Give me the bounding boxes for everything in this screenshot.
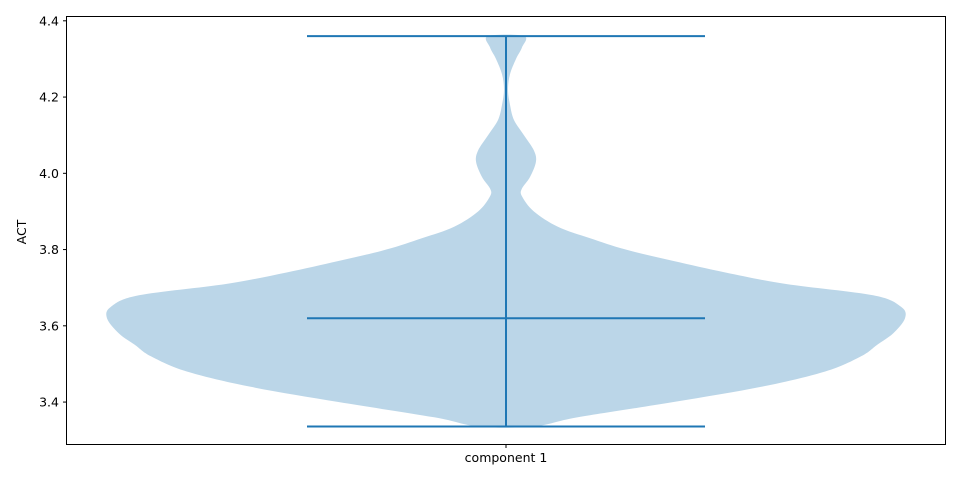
y-tick-label: 3.8 [39,242,59,257]
y-axis: 3.4 3.6 3.8 4.0 4.2 4.4 [39,13,67,410]
y-tick-label: 3.4 [39,395,59,410]
y-tick-label: 4.0 [39,166,59,181]
y-axis-label: ACT [14,219,29,244]
y-tick-label: 4.2 [39,90,59,105]
x-axis: component 1 [465,444,548,465]
y-tick-label: 3.6 [39,318,59,333]
y-tick-label: 4.4 [39,13,59,28]
statistic-lines [307,35,705,428]
x-tick-label: component 1 [465,450,548,465]
